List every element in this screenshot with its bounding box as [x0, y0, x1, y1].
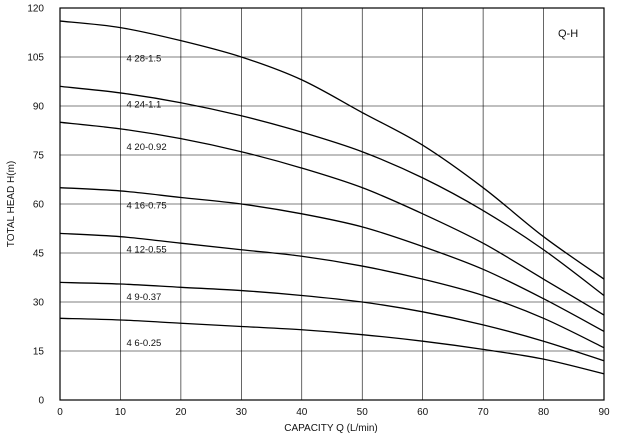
plot-frame: [59, 7, 605, 401]
x-tick-label: 30: [236, 407, 248, 418]
x-tick-label: 90: [598, 407, 610, 418]
y-tick-label: 45: [33, 249, 45, 260]
curve-4-28-1.5: [59, 20, 605, 280]
x-tick-label: 20: [175, 407, 187, 418]
y-tick-label: 105: [27, 53, 44, 64]
curve-4-20-0.92: [59, 121, 605, 316]
x-tick-label: 10: [115, 407, 127, 418]
x-tick-label: 70: [478, 407, 490, 418]
curve-4-16-0.75: [59, 187, 605, 332]
curve-label: 4 6-0.25: [126, 338, 161, 349]
curve-label: 4 16-0.75: [126, 201, 166, 212]
chart-corner-label: Q-H: [558, 28, 578, 40]
curve-label: 4 28-1.5: [126, 54, 161, 65]
y-tick-label: 75: [33, 151, 45, 162]
y-tick-label: 30: [33, 298, 45, 309]
curve-4-12-0.55: [59, 232, 605, 349]
x-tick-label: 0: [57, 407, 63, 418]
curve-label: 4 24-1.1: [126, 99, 161, 110]
curve-label: 4 12-0.55: [126, 245, 166, 256]
y-axis-title: TOTAL HEAD H(m): [6, 161, 17, 247]
curves: [59, 20, 605, 375]
curve-label: 4 9-0.37: [126, 292, 161, 303]
curve-4-24-1.1: [59, 85, 605, 296]
y-tick-label: 60: [33, 200, 45, 211]
x-tick-label: 80: [538, 407, 550, 418]
curve-labels: 4 28-1.5 4 24-1.1 4 20-0.92 4 16-0.75 4 12-0…: [126, 54, 166, 349]
x-tick-label: 60: [417, 407, 429, 418]
y-tick-label: 90: [33, 102, 45, 113]
curve-4-6-0.25: [59, 317, 605, 375]
x-axis-title: CAPACITY Q (L/min): [284, 423, 378, 434]
x-tick-label: 50: [357, 407, 369, 418]
y-tick-label: 0: [38, 396, 44, 407]
y-tick-label: 15: [33, 347, 45, 358]
x-tick-label: 40: [296, 407, 308, 418]
curve-4-9-0.37: [59, 281, 605, 362]
tick-labels: 0 10 20 30 40 50 60 70 80 90 0 15 30 45 60 75 90 105 120: [27, 4, 610, 419]
curve-label: 4 20-0.92: [126, 142, 166, 153]
y-tick-label: 120: [27, 4, 44, 15]
